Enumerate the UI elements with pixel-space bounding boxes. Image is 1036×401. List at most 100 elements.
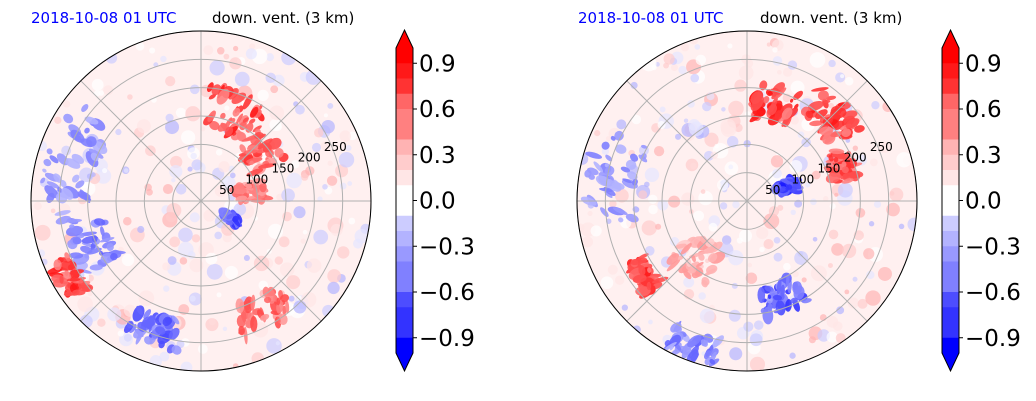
field-feature (49, 155, 59, 164)
field-cell (738, 65, 754, 81)
field-feature (72, 237, 82, 245)
field-feature (604, 163, 609, 168)
field-cell (215, 149, 223, 156)
field-feature (687, 236, 696, 242)
field-feature (759, 80, 768, 91)
field-cell (763, 239, 774, 250)
field-cell (191, 234, 201, 243)
field-feature (638, 265, 646, 276)
field-cell (162, 183, 174, 195)
colorbar-segment (396, 63, 413, 79)
radial-tick-label: 250 (870, 140, 893, 154)
colorbar-extend-bottom (942, 353, 959, 371)
field-feature (823, 99, 831, 104)
field-feature (674, 325, 682, 333)
field-cell (708, 222, 718, 232)
field-feature (44, 185, 59, 199)
field-cell (773, 236, 781, 244)
field-feature (805, 110, 814, 119)
field-cell (222, 326, 228, 331)
field-cell (732, 200, 740, 209)
field-cell (54, 116, 62, 124)
field-cell (668, 195, 681, 208)
field-feature (264, 296, 272, 304)
colorbar-segment (942, 78, 959, 95)
field-cell (187, 147, 200, 160)
field-cell (306, 258, 322, 273)
field-feature (143, 309, 152, 319)
field-cell (702, 101, 712, 112)
field-feature (700, 235, 708, 244)
colorbar-outline (941, 28, 960, 373)
field-cell (330, 223, 343, 237)
field-cell (171, 177, 176, 183)
field-cell (663, 53, 675, 65)
colorbar-segment (396, 231, 413, 247)
field-cell (281, 188, 295, 203)
field-cell (683, 118, 689, 123)
field-cell (734, 123, 743, 133)
field-feature (600, 207, 609, 217)
field-cell (253, 255, 270, 272)
field-feature (605, 154, 613, 162)
field-cell (103, 85, 114, 96)
field-cell (339, 130, 352, 142)
field-feature (785, 274, 790, 287)
field-feature (792, 183, 803, 190)
field-cell (837, 182, 853, 198)
field-feature (171, 345, 182, 355)
colorbar-tick-label: −0.6 (965, 280, 1021, 306)
field-cell (782, 67, 793, 77)
field-cell (327, 281, 340, 295)
field-cell (62, 100, 71, 108)
field-cell (149, 47, 156, 54)
field-feature (757, 287, 766, 304)
field-cell (233, 203, 247, 216)
field-feature (274, 147, 284, 158)
field-feature (612, 207, 628, 215)
field-cell (322, 184, 328, 190)
field-cell (290, 160, 300, 169)
field-cell (189, 258, 204, 273)
field-feature (790, 297, 799, 304)
field-feature (615, 144, 627, 154)
field-cell (61, 145, 72, 156)
field-cell (286, 275, 301, 290)
colorbar-segment (396, 139, 413, 156)
field-cell (727, 43, 733, 49)
field-feature (249, 118, 256, 124)
field-cell (698, 292, 706, 300)
field-feature (46, 181, 60, 189)
field-cell (655, 223, 662, 230)
field-feature (228, 185, 247, 195)
field-cell (189, 84, 200, 95)
colorbar-segment (396, 124, 413, 140)
field-feature (276, 297, 281, 306)
field-cell (203, 45, 214, 56)
field-feature (614, 130, 624, 141)
field-feature (646, 281, 652, 291)
field-cell (614, 275, 625, 285)
field-cell (177, 241, 194, 258)
field-cell (279, 262, 295, 277)
field-cell (326, 175, 338, 186)
field-cell (898, 223, 905, 230)
colorbar-segment (396, 337, 413, 354)
field-feature (837, 102, 845, 107)
field-cell (704, 132, 719, 147)
field-cell (286, 172, 302, 189)
field-feature (232, 215, 239, 223)
field-cell (191, 159, 203, 171)
field-cell (657, 120, 666, 130)
colorbar-segment (396, 185, 413, 201)
field-feature (666, 259, 681, 272)
field-cell (714, 143, 719, 149)
field-cell (189, 295, 196, 302)
colorbar-extend-bottom (396, 353, 413, 371)
field-cell (886, 202, 900, 217)
field-cell (728, 100, 744, 117)
field-cell (33, 202, 42, 211)
colorbar-segment (396, 48, 413, 64)
colorbar-segment (942, 307, 959, 323)
field-cell (768, 206, 780, 217)
